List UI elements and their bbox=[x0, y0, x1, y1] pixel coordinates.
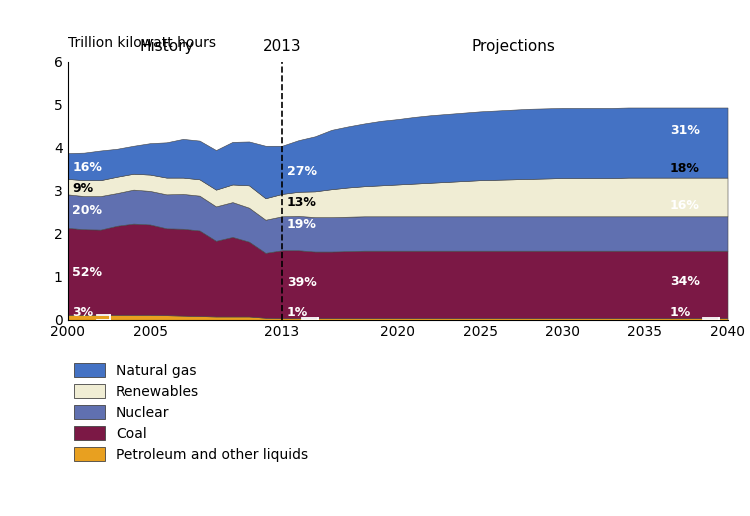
Text: Projections: Projections bbox=[471, 39, 555, 54]
Text: 13%: 13% bbox=[287, 197, 316, 209]
Text: Trillion kilowatt hours: Trillion kilowatt hours bbox=[68, 36, 215, 50]
Text: 52%: 52% bbox=[73, 266, 103, 279]
Text: 20%: 20% bbox=[73, 204, 103, 217]
Text: 18%: 18% bbox=[670, 162, 700, 175]
Text: 31%: 31% bbox=[670, 124, 700, 137]
Text: History: History bbox=[140, 39, 194, 54]
Legend: Natural gas, Renewables, Nuclear, Coal, Petroleum and other liquids: Natural gas, Renewables, Nuclear, Coal, … bbox=[74, 363, 308, 462]
Text: 16%: 16% bbox=[73, 161, 102, 174]
Text: 39%: 39% bbox=[287, 276, 316, 288]
Text: 9%: 9% bbox=[73, 182, 94, 195]
Text: 27%: 27% bbox=[287, 165, 317, 178]
Text: 16%: 16% bbox=[670, 200, 700, 213]
Text: 34%: 34% bbox=[670, 275, 700, 288]
Text: 19%: 19% bbox=[287, 218, 316, 231]
Text: 1%: 1% bbox=[670, 306, 691, 319]
Text: 3%: 3% bbox=[73, 306, 94, 319]
Text: 1%: 1% bbox=[287, 306, 308, 319]
Text: 2013: 2013 bbox=[262, 39, 302, 54]
